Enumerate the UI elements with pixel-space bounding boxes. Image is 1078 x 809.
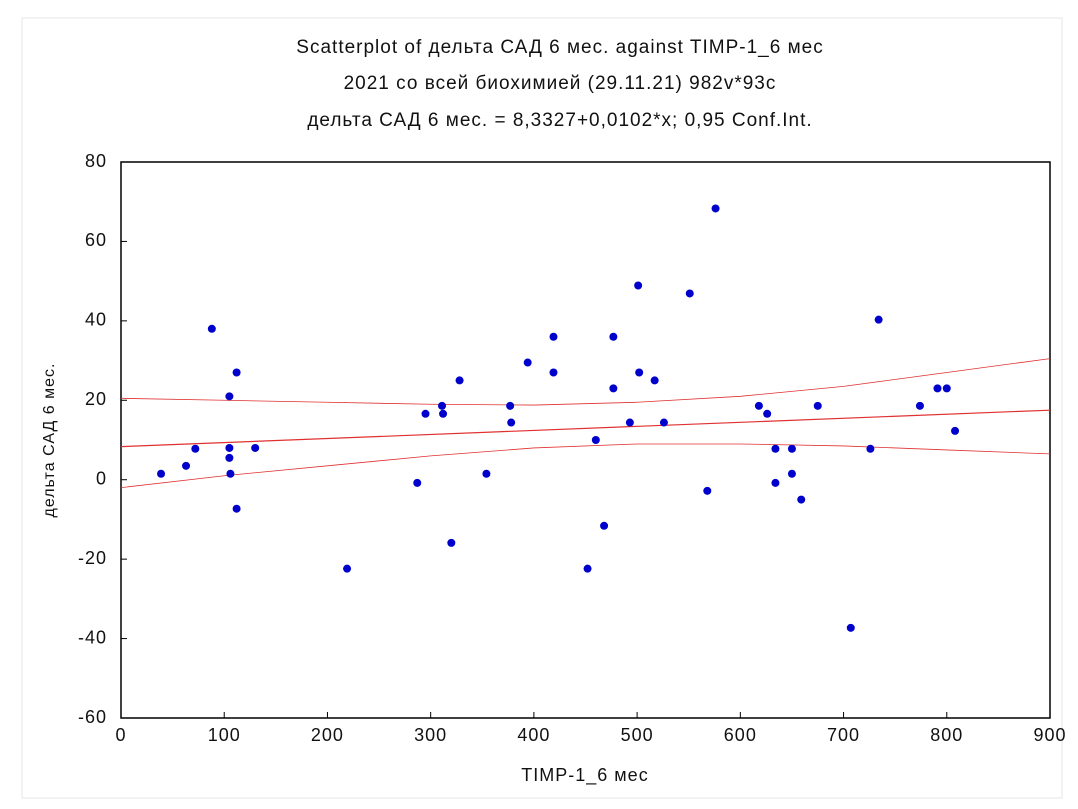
point	[609, 384, 618, 393]
point	[413, 478, 422, 487]
point	[754, 401, 763, 410]
point	[591, 436, 600, 444]
point	[951, 426, 960, 435]
point	[787, 469, 796, 478]
frame	[21, 17, 1063, 799]
point	[846, 623, 855, 632]
equation: дельта САД 6 мес. = 8,3327+0,0102*x; 0,9…	[307, 110, 812, 131]
point	[225, 443, 234, 452]
y-tick-label: 20	[85, 389, 107, 409]
point	[225, 392, 234, 401]
point	[549, 332, 558, 341]
point	[421, 409, 430, 418]
ci-lower	[120, 443, 1051, 489]
point	[232, 504, 241, 513]
x-tick-label: 100	[208, 725, 241, 745]
point	[609, 332, 618, 341]
y-tick-label: -60	[78, 707, 107, 727]
point	[915, 401, 924, 410]
fit-line	[120, 409, 1051, 448]
point	[482, 469, 491, 478]
point	[813, 401, 822, 410]
x-tick-label: 400	[517, 725, 550, 745]
x-tick-label: 700	[827, 725, 860, 745]
point	[711, 204, 720, 213]
point	[191, 444, 200, 453]
y-tick-label: -20	[78, 548, 107, 568]
y-tick-label: 80	[85, 151, 107, 171]
x-tick-label: 600	[724, 725, 757, 745]
y-tick-label: 60	[85, 230, 107, 250]
point	[447, 538, 456, 547]
point	[232, 368, 241, 377]
x-tick-label: 300	[414, 725, 447, 745]
point	[797, 495, 806, 504]
point	[549, 368, 558, 377]
x-axis-label: TIMP-1_6 мес	[521, 765, 648, 786]
point	[182, 461, 191, 470]
y-axis-label: дельта САД 6 мес.	[41, 363, 58, 518]
x-tick-label: 200	[311, 725, 344, 745]
point	[523, 358, 532, 367]
point	[225, 453, 234, 462]
x-tick-label: 900	[1033, 725, 1066, 745]
point	[787, 444, 796, 453]
point	[506, 401, 515, 410]
point	[866, 444, 875, 453]
y-tick-label: -40	[78, 627, 107, 647]
point	[771, 444, 780, 453]
point	[251, 443, 260, 452]
y-tick-label: 40	[85, 310, 107, 330]
point	[343, 564, 352, 573]
chart-title: Scatterplot of дельта САД 6 мес. against…	[296, 37, 823, 58]
point	[226, 469, 235, 478]
point	[507, 418, 516, 427]
point	[771, 478, 780, 487]
point	[659, 418, 668, 427]
point	[634, 281, 643, 290]
point	[763, 409, 772, 418]
point	[650, 376, 659, 385]
x-tick-label: 0	[115, 725, 126, 745]
x-tick-label: 800	[930, 725, 963, 745]
point	[207, 324, 216, 333]
point	[874, 315, 883, 324]
point	[933, 384, 942, 393]
ci-upper	[120, 358, 1051, 406]
point	[438, 401, 447, 410]
point	[600, 521, 609, 530]
point	[703, 486, 712, 495]
y-tick-label: 0	[96, 468, 107, 488]
point	[625, 418, 634, 427]
point	[942, 384, 951, 393]
x-tick-label: 500	[621, 725, 654, 745]
point	[685, 289, 694, 298]
point	[583, 564, 592, 573]
point	[157, 469, 166, 478]
point	[635, 368, 644, 377]
point	[439, 409, 448, 418]
plot-area	[120, 161, 1051, 719]
chart-subtitle: 2021 со всей биохимией (29.11.21) 982v*9…	[344, 73, 777, 94]
point	[455, 376, 464, 385]
